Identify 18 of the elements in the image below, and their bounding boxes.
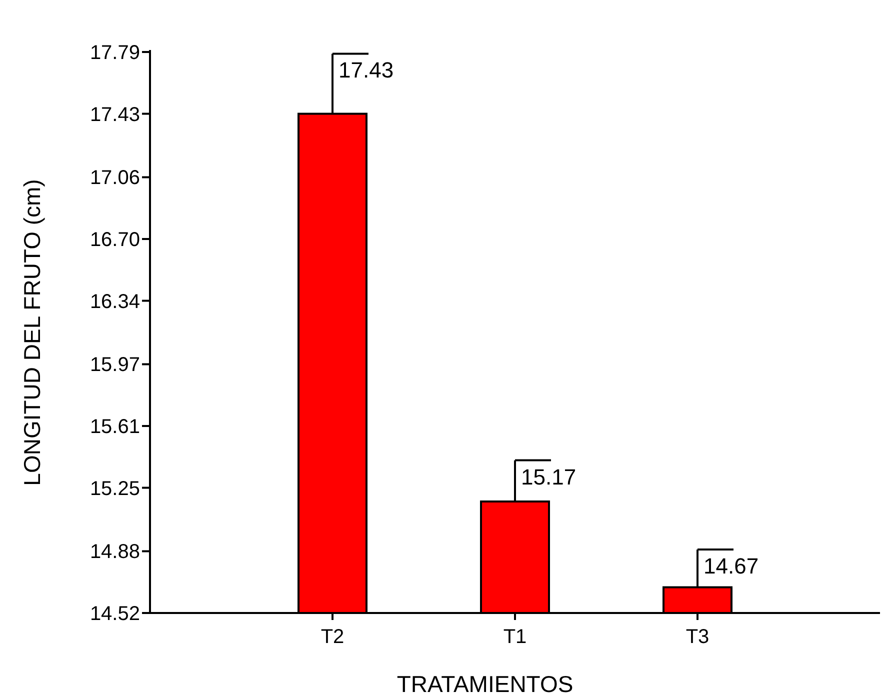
y-tick-label: 15.61 [90, 416, 140, 438]
y-tick-label: 16.70 [90, 229, 140, 251]
data-label: 14.67 [704, 554, 759, 579]
x-tick-label: T2 [320, 626, 344, 648]
y-tick-label: 16.34 [90, 290, 140, 313]
x-axis-title: TRATAMIENTOS [396, 671, 574, 697]
y-tick-label: 14.88 [90, 541, 140, 564]
data-label: 17.43 [338, 58, 394, 83]
x-tick-label: T1 [503, 626, 527, 648]
x-tick-label: T3 [686, 626, 710, 648]
y-tick-label: 17.43 [90, 104, 140, 126]
y-tick-label: 14.52 [90, 603, 140, 625]
y-tick-label: 17.06 [90, 167, 140, 190]
y-tick-label: 15.25 [90, 478, 140, 500]
y-tick-label: 15.97 [90, 354, 140, 376]
y-tick-label: 17.79 [90, 42, 140, 64]
data-label: 15.17 [521, 464, 576, 490]
y-axis-title: LONGITUD DEL FRUTO (cm) [19, 179, 45, 486]
